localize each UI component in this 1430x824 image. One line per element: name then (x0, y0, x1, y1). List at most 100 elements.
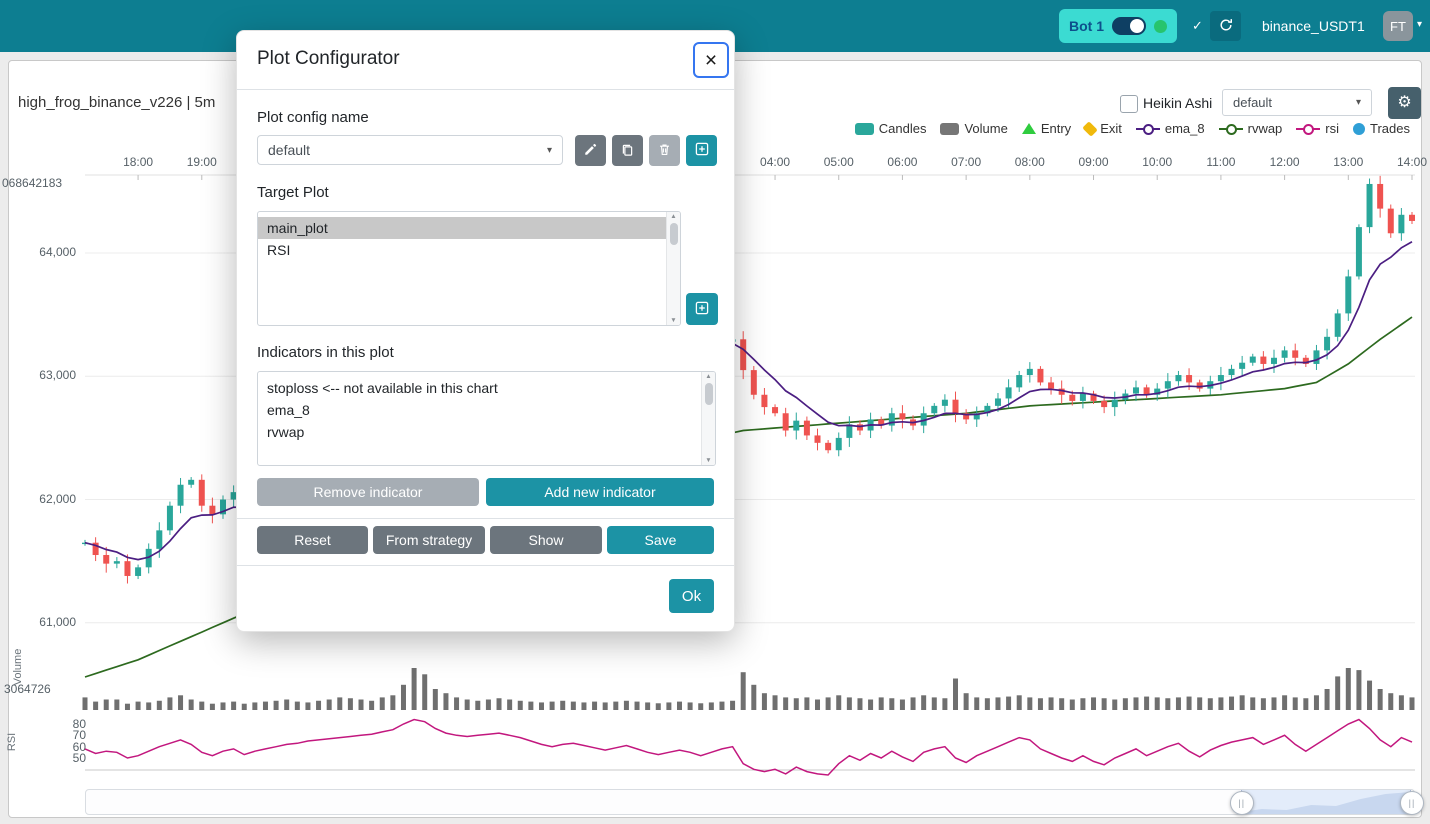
duplicate-config-button[interactable] (612, 135, 643, 166)
delete-config-button[interactable] (649, 135, 680, 166)
config-name-select[interactable]: default ▾ (257, 135, 563, 165)
legend-item-candles[interactable]: Candles (854, 121, 927, 136)
chart-title: high_frog_binance_v226 | 5m (18, 94, 216, 111)
refresh-icon (1218, 17, 1234, 36)
bot-online-dot (1154, 19, 1167, 33)
legend-item-rvwap[interactable]: rvwap (1218, 121, 1283, 136)
legend-item-trades[interactable]: Trades (1353, 121, 1410, 136)
scroll-up-icon[interactable]: ▲ (670, 213, 677, 220)
ring (1142, 123, 1154, 135)
reset-button[interactable]: Reset (257, 526, 368, 554)
target-plot-option[interactable]: main_plot (258, 217, 666, 239)
config-name-value: default (268, 142, 311, 158)
datazoom-window[interactable] (1240, 790, 1411, 814)
show-button[interactable]: Show (490, 526, 602, 554)
scroll-thumb[interactable] (670, 223, 678, 245)
plot-config-select[interactable]: default ▾ (1222, 89, 1372, 116)
rsi-tick-label: 50 (72, 750, 86, 765)
plot-settings-button[interactable]: ⚙ (1388, 87, 1421, 119)
divider (237, 89, 734, 90)
scrollbar[interactable]: ▲ ▼ (666, 212, 680, 325)
boxed-plus-icon (694, 141, 710, 160)
add-config-button[interactable] (686, 135, 717, 166)
legend-label: Candles (878, 121, 927, 136)
close-button[interactable]: × (693, 42, 729, 78)
indicator-option[interactable]: ema_8 (267, 402, 310, 418)
volume-swatch (940, 122, 960, 135)
heikin-ashi-checkbox[interactable] (1120, 95, 1138, 113)
remove-indicator-button[interactable]: Remove indicator (257, 478, 479, 506)
time-tick-label: 08:00 (1014, 155, 1045, 169)
time-tick-label: 07:00 (951, 155, 982, 169)
time-tick-label: 04:00 (760, 155, 791, 169)
target-plot-items: main_plot RSI (258, 212, 666, 325)
copy-icon (620, 142, 635, 160)
scroll-up-icon[interactable]: ▲ (705, 373, 712, 380)
legend-item-volume[interactable]: Volume (940, 121, 1008, 136)
legend-item-ema_8[interactable]: ema_8 (1135, 121, 1205, 136)
time-tick-label: 09:00 (1078, 155, 1109, 169)
add-indicator-button[interactable]: Add new indicator (486, 478, 714, 506)
add-plot-button[interactable] (686, 293, 718, 325)
time-tick-label: 12:00 (1269, 155, 1300, 169)
legend-item-entry[interactable]: Entry (1021, 121, 1071, 136)
volume-panel-title: Volume (12, 648, 24, 686)
chevron-down-icon: ▾ (546, 144, 552, 156)
plot-configurator-modal: Plot Configurator × Plot config name def… (236, 30, 735, 632)
datazoom-handle-left[interactable]: || (1229, 791, 1254, 815)
scroll-down-icon[interactable]: ▼ (670, 317, 677, 324)
target-plot-option[interactable]: RSI (267, 242, 291, 258)
config-name-label: Plot config name (257, 109, 369, 126)
trades-circle-icon (1353, 122, 1366, 135)
scroll-thumb[interactable] (705, 383, 713, 405)
ring (1303, 123, 1315, 135)
rsi-line-icon (1296, 123, 1321, 135)
save-button[interactable]: Save (607, 526, 714, 554)
bot-toggle[interactable] (1112, 17, 1146, 35)
gear-icon: ⚙ (1397, 94, 1412, 111)
indicator-items: stoploss <-- not available in this chart… (258, 372, 701, 465)
legend-label: ema_8 (1164, 121, 1205, 136)
indicator-option[interactable]: rvwap (267, 424, 305, 440)
legend-label: Trades (1370, 121, 1410, 136)
modal-title: Plot Configurator (257, 48, 400, 69)
refresh-button[interactable] (1210, 11, 1241, 41)
trash-icon (657, 142, 672, 160)
plot-config-select-value: default (1233, 95, 1273, 110)
indicators-listbox[interactable]: stoploss <-- not available in this chart… (257, 371, 716, 466)
candles-swatch (854, 122, 874, 135)
avatar-caret-icon[interactable]: ▾ (1417, 19, 1423, 30)
avatar[interactable]: FT (1383, 11, 1413, 41)
from-strategy-button[interactable]: From strategy (373, 526, 485, 554)
datazoom-handle-right[interactable]: || (1400, 791, 1424, 815)
bot-name-label: Bot 1 (1069, 18, 1104, 34)
ok-button[interactable]: Ok (669, 579, 714, 613)
time-tick-label: 18:00 (123, 155, 154, 169)
edit-config-button[interactable] (575, 135, 606, 166)
time-tick-label: 10:00 (1142, 155, 1173, 169)
legend-label: Volume (964, 121, 1008, 136)
pencil-icon (583, 142, 598, 160)
datazoom-slider[interactable] (85, 789, 1415, 815)
boxed-plus-icon (694, 300, 710, 319)
rsi-tick-label: 60 (72, 739, 86, 754)
rvwap-line-icon (1218, 123, 1243, 135)
legend-item-exit[interactable]: Exit (1082, 120, 1122, 137)
datazoom-mini-chart (1241, 792, 1410, 814)
time-tick-label: 13:00 (1333, 155, 1364, 169)
target-plot-listbox[interactable]: main_plot RSI ▲ ▼ (257, 211, 681, 326)
price-tick-label: 63,000 (39, 368, 76, 383)
volume-max-label: 068642183 (2, 176, 63, 190)
legend-label: rvwap (1247, 121, 1283, 136)
rsi-tick-label: 70 (72, 728, 86, 743)
price-tick-label: 62,000 (39, 491, 76, 506)
heikin-ashi-label: Heikin Ashi (1143, 95, 1213, 111)
price-tick-label: 61,000 (39, 614, 76, 629)
scroll-down-icon[interactable]: ▼ (705, 457, 712, 464)
indicator-option[interactable]: stoploss <-- not available in this chart (267, 380, 498, 396)
ring (1225, 123, 1237, 135)
bot-selector[interactable]: Bot 1 (1059, 9, 1177, 43)
indicators-label: Indicators in this plot (257, 344, 394, 361)
scrollbar[interactable]: ▲ ▼ (701, 372, 715, 465)
legend-item-rsi[interactable]: rsi (1296, 121, 1339, 136)
